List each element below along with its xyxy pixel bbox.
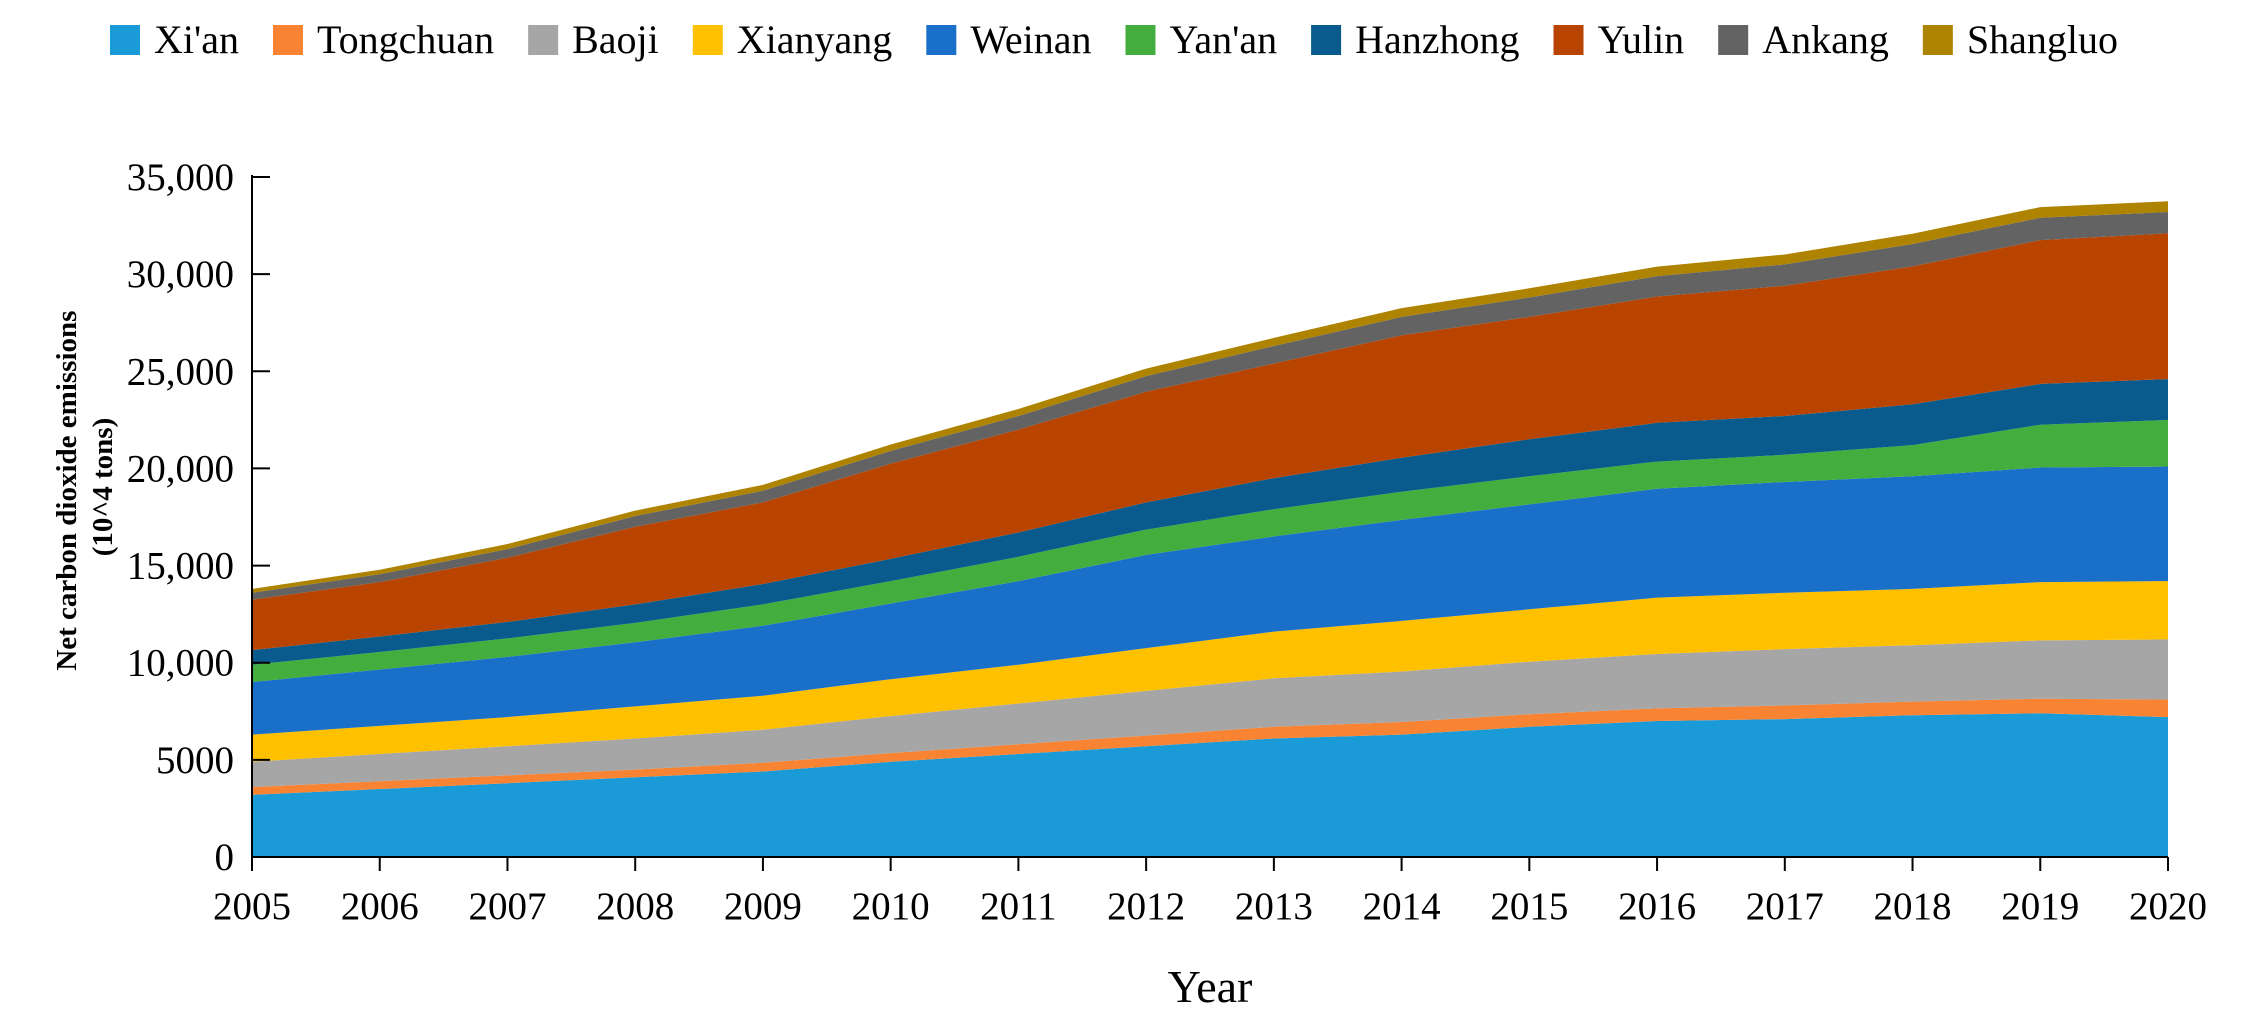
x-tick-label: 2020 (2129, 885, 2207, 928)
legend-swatch (1125, 25, 1156, 55)
legend-label: Yulin (1598, 17, 1685, 62)
legend-label: Hanzhong (1355, 17, 1519, 62)
x-tick-label: 2014 (1363, 885, 1441, 928)
y-tick-label: 25,000 (127, 350, 234, 393)
legend-item-tongchuan: Tongchuan (272, 17, 494, 62)
area-baoji (252, 639, 2168, 788)
legend-item-hanzhong: Hanzhong (1311, 17, 1520, 62)
x-tick-label: 2007 (468, 885, 546, 928)
area-shangluo (252, 201, 2168, 593)
legend-item-shangluo: Shangluo (1922, 17, 2118, 62)
x-tick-label: 2005 (213, 885, 291, 928)
area-yan-an (252, 419, 2168, 683)
legend-swatch (110, 25, 140, 55)
x-tick-label: 2008 (596, 885, 674, 928)
legend: Xi'an Tongchuan Baoji Xianyang Weinan Yan'an H… (110, 17, 2118, 62)
x-tick-label: 2011 (980, 885, 1057, 928)
y-tick-label: 35,000 (127, 156, 234, 199)
y-tick-label: 30,000 (127, 253, 234, 296)
x-tick-label: 2013 (1235, 885, 1313, 928)
legend-item-yan-an: Yan'an (1125, 17, 1277, 62)
x-tick-label: 2019 (2001, 885, 2079, 928)
y-axis-title-line-2: (10^4 tons) (87, 418, 119, 557)
y-axis-title: Net carbon dioxide emissions (10^4 tons) (51, 303, 119, 670)
x-tick-label: 2009 (724, 885, 802, 928)
legend-label: Tongchuan (317, 17, 494, 62)
area-ankang (252, 212, 2168, 600)
y-tick-label: 5000 (156, 739, 234, 782)
legend-swatch (1553, 25, 1584, 55)
y-tick-label: 0 (215, 836, 235, 879)
area-xianyang (252, 581, 2168, 762)
x-tick-label: 2015 (1490, 885, 1568, 928)
legend-label: Shangluo (1967, 17, 2118, 62)
area-hanzhong (252, 379, 2168, 665)
x-tick-label: 2017 (1746, 885, 1824, 928)
legend-swatch (528, 25, 559, 55)
x-tick-label: 2016 (1618, 885, 1696, 928)
area-tongchuan (252, 698, 2168, 795)
legend-item-yulin: Yulin (1553, 17, 1685, 62)
legend-label: Xianyang (737, 17, 893, 62)
legend-item-weinan: Weinan (926, 17, 1091, 62)
legend-item-xianyang: Xianyang (692, 17, 893, 62)
legend-swatch (1718, 25, 1749, 55)
legend-label: Xi'an (154, 17, 239, 62)
legend-swatch (1922, 25, 1953, 55)
axes: 0 5000 10,000 15,000 20,000 25,000 30,000 35,00… (127, 156, 2207, 928)
area-weinan (252, 466, 2168, 735)
y-tick-label: 10,000 (127, 642, 234, 685)
x-tick-label: 2012 (1107, 885, 1185, 928)
legend-item-ankang: Ankang (1718, 17, 1889, 62)
y-tick-label: 20,000 (127, 447, 234, 490)
legend-swatch (926, 25, 957, 55)
x-tick-label: 2006 (341, 885, 419, 928)
x-tick-label: 2018 (1874, 885, 1952, 928)
x-tick-label: 2010 (852, 885, 930, 928)
legend-swatch (272, 25, 303, 55)
x-axis-title: Year (1168, 961, 1253, 1012)
legend-label: Ankang (1762, 17, 1889, 62)
legend-swatch (1311, 25, 1342, 55)
legend-swatch (692, 25, 723, 55)
legend-item-baoji: Baoji (528, 17, 659, 62)
area-xi-an (252, 713, 2168, 857)
y-axis-title-line-1: Net carbon dioxide emissions (51, 311, 83, 671)
y-tick-label: 15,000 (127, 545, 234, 588)
legend-label: Yan'an (1169, 17, 1277, 62)
legend-item-xi-an: Xi'an (110, 17, 239, 62)
area-yulin (252, 233, 2168, 651)
area-series-group (252, 201, 2168, 857)
legend-label: Weinan (970, 17, 1091, 62)
legend-label: Baoji (572, 17, 659, 62)
